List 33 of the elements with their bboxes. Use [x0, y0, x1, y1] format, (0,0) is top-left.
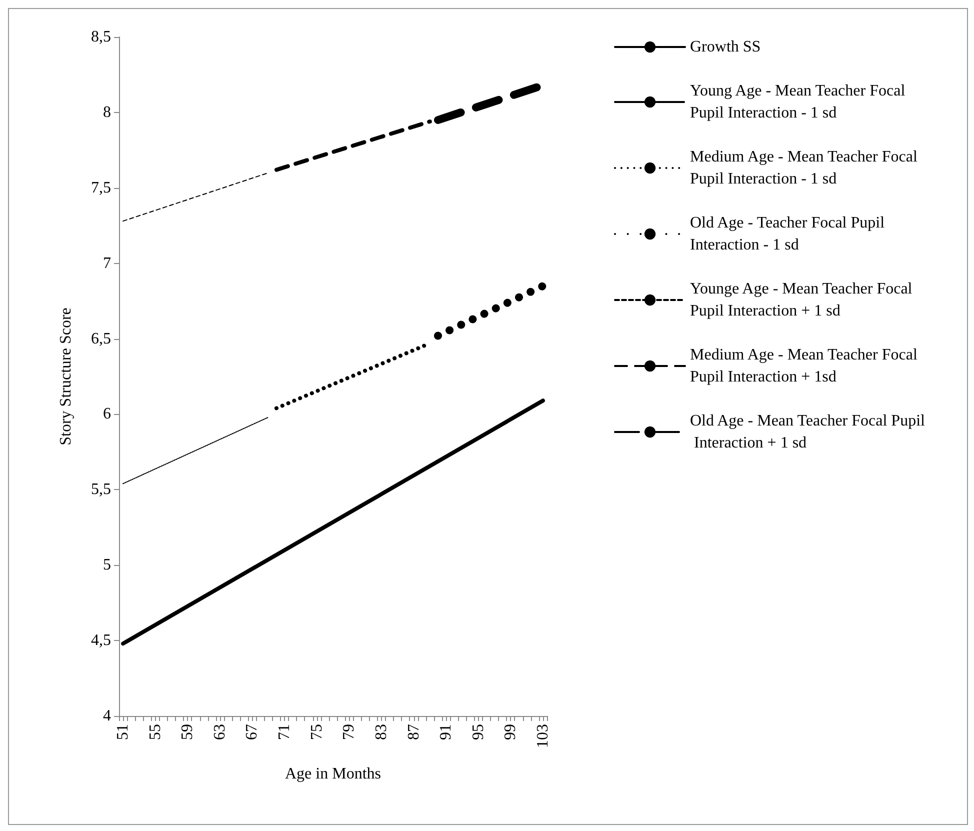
- x-tick-label: 91: [438, 724, 455, 740]
- y-tick-label: 5: [103, 556, 111, 574]
- x-tick-label: 99: [502, 724, 520, 740]
- x-axis-title: Age in Months: [285, 766, 381, 782]
- legend-label: Medium Age - Mean Teacher Focal Pupil Interaction - 1 sd: [690, 148, 922, 188]
- y-tick-label: 4,5: [91, 632, 111, 650]
- x-tick-label: 83: [372, 724, 390, 740]
- y-axis-title: Story Structure Score: [58, 308, 74, 446]
- legend-label: Younge Age - Mean Teacher Focal Pupil Interaction + 1 sd: [690, 280, 916, 320]
- legend-label: Growth SS: [690, 38, 761, 56]
- y-tick-label: 5,5: [91, 481, 111, 498]
- legend-label: Medium Age - Mean Teacher Focal Pupil Interaction + 1sd: [690, 346, 922, 386]
- y-tick-label: 8,5: [91, 28, 111, 46]
- x-tick-label: 51: [114, 724, 132, 740]
- y-tick-label: 8: [103, 104, 111, 121]
- y-tick-label: 4: [103, 708, 111, 724]
- x-tick-label: 103: [534, 724, 552, 748]
- x-tick-label: 87: [405, 724, 422, 740]
- y-tick-label: 7,5: [91, 179, 111, 196]
- x-tick-label: 63: [211, 724, 228, 740]
- x-tick-label: 79: [340, 724, 358, 740]
- x-tick-label: 75: [308, 724, 326, 740]
- x-tick-label: 67: [244, 724, 261, 740]
- legend-label: Young Age - Mean Teacher Focal Pupil Interaction - 1 sd: [690, 82, 910, 122]
- y-tick-label: 7: [103, 254, 111, 272]
- x-tick-label: 55: [146, 724, 164, 740]
- x-tick-label: 71: [276, 724, 294, 740]
- y-tick-label: 6: [103, 406, 111, 423]
- x-tick-label: 95: [470, 724, 487, 740]
- y-tick-label: 6,5: [91, 330, 111, 348]
- legend-label: Old Age - Teacher Focal Pupil Interaction - 1 sd: [690, 214, 889, 254]
- legend-label: Old Age - Mean Teacher Focal Pupil Interaction + 1 sd: [690, 412, 926, 452]
- x-tick-label: 59: [179, 724, 196, 740]
